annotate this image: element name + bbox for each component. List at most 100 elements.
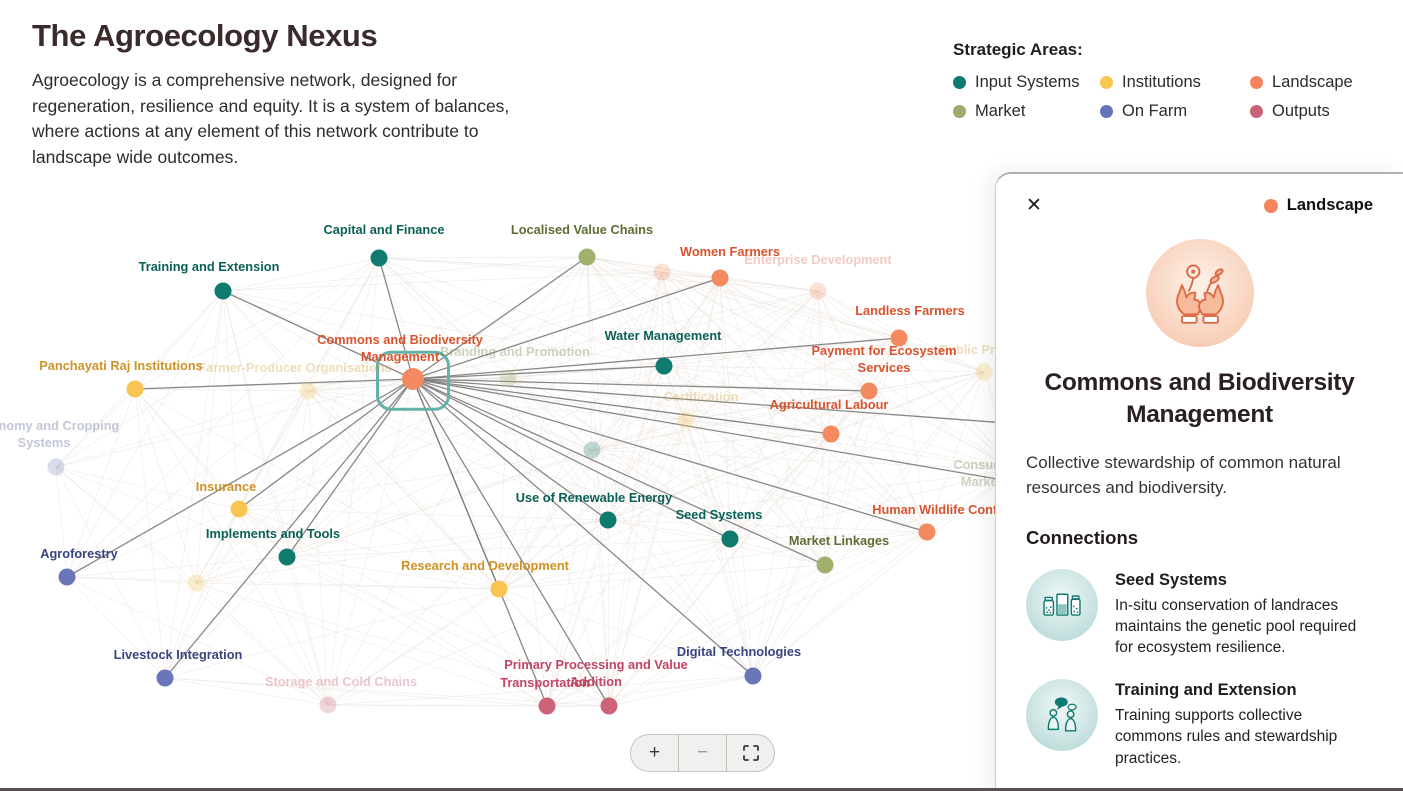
node-label-panchayati-raj-institutions: Panchayati Raj Institutions — [39, 358, 203, 373]
graph-node-unlabeled-institutions[interactable] — [187, 574, 205, 592]
header: The Agroecology Nexus Agroecology is a c… — [32, 18, 547, 171]
detail-panel: ✕ Landscape — [995, 172, 1403, 791]
node-label-water-management: Water Management — [604, 328, 722, 343]
graph-node-unlabeled-input[interactable] — [583, 441, 601, 459]
panel-header: ✕ Landscape — [1026, 196, 1373, 215]
legend-dot — [953, 76, 966, 89]
legend-dot — [1250, 76, 1263, 89]
graph-node-landless-farmers[interactable] — [890, 329, 908, 347]
node-label-implements-and-tools: Implements and Tools — [205, 526, 341, 541]
legend-label: Institutions — [1122, 73, 1201, 91]
graph-node-primary-processing-and-value-addition[interactable] — [600, 697, 618, 715]
connection-title: Seed Systems — [1115, 570, 1227, 589]
graph-node-water-management[interactable] — [655, 357, 673, 375]
close-icon[interactable]: ✕ — [1026, 195, 1042, 216]
seed-jars-icon — [1026, 568, 1098, 641]
graph-node-certification[interactable] — [677, 411, 695, 429]
node-label-landless-farmers: Landless Farmers — [855, 303, 965, 318]
legend-label: Input Systems — [975, 73, 1080, 91]
graph-node-agroforestry[interactable] — [58, 568, 76, 586]
node-label-digital-technologies: Digital Technologies — [676, 644, 802, 659]
window-bottom-edge — [0, 788, 1403, 791]
node-label-storage-and-cold-chains: Storage and Cold Chains — [264, 674, 418, 689]
graph-node-commons-and-biodiversity-management[interactable] — [402, 368, 424, 390]
hands-plant-icon — [1145, 239, 1254, 347]
category-badge-dot — [1263, 198, 1278, 213]
page-description: Agroecology is a comprehensive network, … — [32, 70, 510, 168]
connections-list: Seed Systems In-situ conservation of land… — [1026, 568, 1373, 791]
connection-item-seed-systems[interactable]: Seed Systems In-situ conservation of land… — [1026, 568, 1373, 659]
node-label-research-and-development: Research and Development — [401, 558, 569, 573]
node-label-farmer-producer-organisations: Farmer-Producer Organisations — [198, 360, 392, 375]
graph-node-implements-and-tools[interactable] — [278, 548, 296, 566]
graph-node-human-wildlife-conflict[interactable] — [918, 523, 936, 541]
graph-node-panchayati-raj-institutions[interactable] — [126, 380, 144, 398]
legend-dot — [1250, 105, 1263, 118]
node-label-agronomy-and-cropping-systems: Agronomy and Cropping Systems — [0, 418, 120, 450]
node-label-women-farmers: Women Farmers — [679, 244, 781, 259]
selected-node-highlight — [376, 350, 450, 411]
connection-item-training-and-extension[interactable]: Training and Extension Training supports … — [1026, 678, 1373, 769]
node-label-commons-and-biodiversity-management: Commons and Biodiversity Management — [317, 332, 483, 364]
graph-node-research-and-development[interactable] — [490, 580, 508, 598]
graph-node-localised-value-chains[interactable] — [578, 248, 596, 266]
graph-node-unlabeled-landscape[interactable] — [653, 263, 671, 281]
node-label-payment-for-ecosystem-services: Payment for Ecosystem Services — [811, 343, 957, 375]
graph-node-livestock-integration[interactable] — [156, 669, 174, 687]
graph-node-farmer-producer-organisations[interactable] — [299, 382, 317, 400]
legend-title: Strategic Areas: — [953, 40, 1083, 59]
fullscreen-button[interactable] — [726, 735, 774, 771]
legend-item-outputs: Outputs — [1250, 102, 1390, 121]
legend-dot — [953, 105, 966, 118]
node-label-livestock-integration: Livestock Integration — [113, 647, 243, 662]
node-label-enterprise-development: Enterprise Development — [744, 252, 892, 267]
zoom-out-button[interactable]: − — [678, 735, 726, 771]
graph-node-seed-systems[interactable] — [721, 530, 739, 548]
legend-item-market: Market — [953, 102, 1100, 121]
graph-node-use-of-renewable-energy[interactable] — [599, 511, 617, 529]
panel-title: Commons and Biodiversity Management — [1044, 369, 1355, 429]
graph-node-transportation[interactable] — [538, 697, 556, 715]
category-badge-label: Landscape — [1286, 196, 1373, 214]
node-label-training-and-extension: Training and Extension — [138, 259, 280, 274]
graph-node-enterprise-development[interactable] — [809, 282, 827, 300]
legend-item-input-systems: Input Systems — [953, 73, 1100, 92]
zoom-in-button[interactable]: + — [631, 735, 678, 771]
page-title: The Agroecology Nexus — [32, 18, 378, 53]
graph-node-training-and-extension[interactable] — [214, 282, 232, 300]
node-label-branding-and-promotion: Branding and Promotion — [439, 344, 591, 359]
legend-dot — [1100, 105, 1113, 118]
node-label-insurance: Insurance — [195, 479, 257, 494]
legend-label: Outputs — [1272, 102, 1330, 120]
node-label-seed-systems: Seed Systems — [675, 507, 763, 522]
connection-text: Training and Extension Training supports … — [1115, 679, 1373, 769]
graph-node-payment-for-ecosystem-services[interactable] — [860, 382, 878, 400]
node-label-use-of-renewable-energy: Use of Renewable Energy — [515, 490, 673, 505]
graph-node-capital-and-finance[interactable] — [370, 249, 388, 267]
legend-dot — [1100, 76, 1113, 89]
graph-node-branding-and-promotion[interactable] — [499, 369, 517, 387]
graph-node-storage-and-cold-chains[interactable] — [319, 696, 337, 714]
node-label-capital-and-finance: Capital and Finance — [323, 222, 445, 237]
legend-item-institutions: Institutions — [1100, 73, 1250, 92]
graph-node-market-linkages[interactable] — [816, 556, 834, 574]
graph-node-public-procurement[interactable] — [975, 363, 993, 381]
zoom-controls: + − — [630, 734, 775, 772]
node-label-primary-processing-and-value-addition: Primary Processing and Value Addition — [504, 657, 688, 689]
panel-description: Collective stewardship of common natural… — [1026, 452, 1341, 498]
graph-node-agronomy-and-cropping-systems[interactable] — [47, 458, 65, 476]
fullscreen-icon — [742, 745, 759, 761]
graph-node-women-farmers[interactable] — [711, 269, 729, 287]
node-label-market-linkages: Market Linkages — [788, 533, 890, 548]
graph-node-digital-technologies[interactable] — [744, 667, 762, 685]
legend-item-on-farm: On Farm — [1100, 102, 1250, 121]
graph-node-insurance[interactable] — [230, 500, 248, 518]
node-label-localised-value-chains: Localised Value Chains — [510, 222, 654, 237]
people-talking-icon — [1026, 678, 1098, 751]
node-label-agroforestry: Agroforestry — [40, 546, 118, 561]
node-label-transportation: Transportation — [500, 675, 590, 690]
graph-node-agricultural-labour[interactable] — [822, 425, 840, 443]
connections-title: Connections — [1026, 526, 1139, 548]
